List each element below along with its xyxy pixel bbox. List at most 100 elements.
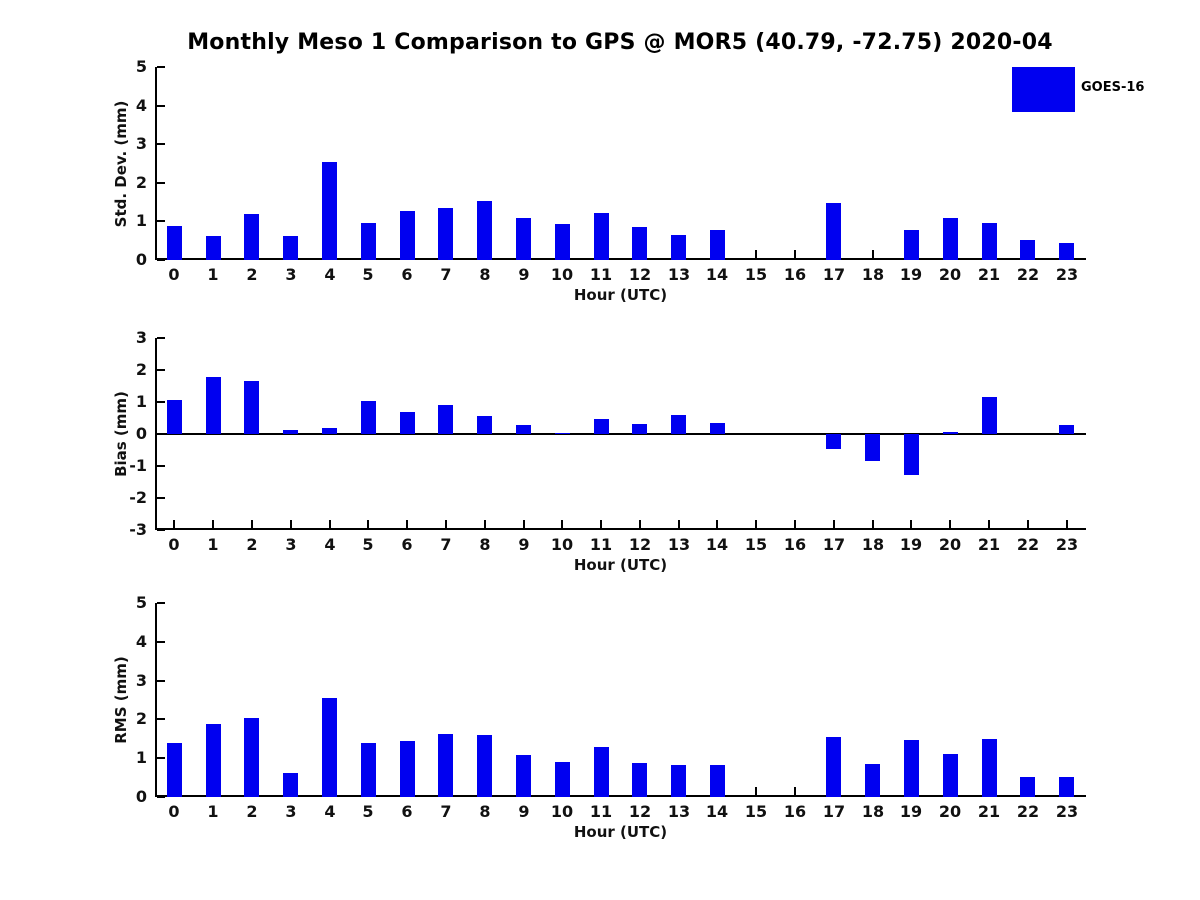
x-tick-label: 3	[285, 802, 297, 821]
x-tick-label: 12	[628, 265, 652, 284]
x-tick	[678, 520, 680, 528]
x-axis-spine	[155, 528, 1086, 530]
bar-hour-10	[555, 224, 570, 260]
y-axis-spine	[155, 603, 157, 797]
bar-hour-0	[167, 400, 182, 434]
x-tick-label: 10	[550, 265, 574, 284]
x-tick-label: 11	[589, 802, 613, 821]
x-tick	[1027, 520, 1029, 528]
x-tick-label: 17	[822, 535, 846, 554]
bar-hour-21	[982, 223, 997, 260]
bar-hour-0	[167, 743, 182, 797]
bar-hour-8	[477, 416, 492, 434]
y-tick-label: 0	[135, 787, 147, 806]
bar-hour-9	[516, 218, 531, 260]
y-tick-label: 0	[135, 250, 147, 269]
x-tick-label: 8	[479, 802, 491, 821]
x-tick	[484, 520, 486, 528]
y-tick-label: 2	[135, 360, 147, 379]
y-tick	[157, 718, 165, 720]
x-tick	[794, 250, 796, 258]
x-tick-label: 12	[628, 535, 652, 554]
x-tick	[445, 520, 447, 528]
bar-hour-1	[206, 724, 221, 797]
bar-hour-11	[594, 747, 609, 797]
x-tick	[794, 787, 796, 795]
x-axis-spine	[155, 795, 1086, 797]
bar-hour-1	[206, 236, 221, 260]
bar-hour-19	[904, 434, 919, 475]
x-tick-label: 21	[977, 265, 1001, 284]
y-tick	[157, 337, 165, 339]
x-tick-label: 1	[207, 802, 219, 821]
y-tick	[157, 529, 165, 531]
x-tick	[1066, 520, 1068, 528]
y-tick	[157, 66, 165, 68]
bar-hour-20	[943, 754, 958, 797]
bar-hour-7	[438, 405, 453, 434]
x-tick-label: 7	[440, 802, 452, 821]
x-tick	[251, 520, 253, 528]
y-tick-label: 4	[135, 632, 147, 651]
bar-hour-4	[322, 698, 337, 797]
bar-hour-8	[477, 201, 492, 260]
x-tick-label: 23	[1055, 802, 1079, 821]
x-tick-label: 17	[822, 802, 846, 821]
bar-hour-7	[438, 208, 453, 260]
x-tick-label: 19	[899, 535, 923, 554]
y-tick-label: 1	[135, 211, 147, 230]
y-tick-label: 5	[135, 57, 147, 76]
y-tick-label: -3	[129, 520, 147, 539]
chart-title: Monthly Meso 1 Comparison to GPS @ MOR5 …	[187, 30, 1053, 55]
bar-hour-23	[1059, 425, 1074, 434]
bar-hour-12	[632, 227, 647, 260]
x-tick	[406, 520, 408, 528]
bar-hour-19	[904, 740, 919, 797]
x-tick	[561, 520, 563, 528]
y-tick-label: 1	[135, 392, 147, 411]
zero-line	[155, 433, 1086, 435]
x-tick	[872, 520, 874, 528]
x-tick	[329, 520, 331, 528]
x-tick-label: 7	[440, 535, 452, 554]
x-tick	[988, 520, 990, 528]
x-tick-label: 18	[861, 265, 885, 284]
x-tick	[910, 520, 912, 528]
x-tick	[872, 250, 874, 258]
bar-hour-7	[438, 734, 453, 797]
x-tick-label: 8	[479, 535, 491, 554]
x-tick-label: 14	[705, 802, 729, 821]
bar-hour-14	[710, 230, 725, 260]
x-tick-label: 0	[168, 535, 180, 554]
x-tick-label: 23	[1055, 535, 1079, 554]
x-tick-label: 5	[362, 535, 374, 554]
bar-hour-8	[477, 735, 492, 797]
bar-hour-21	[982, 739, 997, 797]
x-tick-label: 9	[518, 265, 530, 284]
x-tick	[290, 520, 292, 528]
bar-hour-0	[167, 226, 182, 260]
x-tick-label: 18	[861, 535, 885, 554]
bar-hour-6	[400, 412, 415, 434]
x-tick-label: 15	[744, 265, 768, 284]
y-tick	[157, 401, 165, 403]
y-axis-label: RMS (mm)	[112, 656, 130, 744]
x-tick	[755, 520, 757, 528]
bar-hour-6	[400, 211, 415, 260]
x-tick-label: 17	[822, 265, 846, 284]
x-tick-label: 4	[324, 802, 336, 821]
x-tick-label: 11	[589, 535, 613, 554]
x-tick-label: 22	[1016, 535, 1040, 554]
x-axis-spine	[155, 258, 1086, 260]
y-tick	[157, 369, 165, 371]
x-tick-label: 10	[550, 802, 574, 821]
x-tick-label: 5	[362, 265, 374, 284]
bar-hour-10	[555, 762, 570, 797]
y-tick-label: 2	[135, 173, 147, 192]
x-tick-label: 22	[1016, 265, 1040, 284]
x-tick-label: 10	[550, 535, 574, 554]
bar-hour-12	[632, 763, 647, 797]
x-tick-label: 5	[362, 802, 374, 821]
x-tick-label: 6	[401, 802, 413, 821]
